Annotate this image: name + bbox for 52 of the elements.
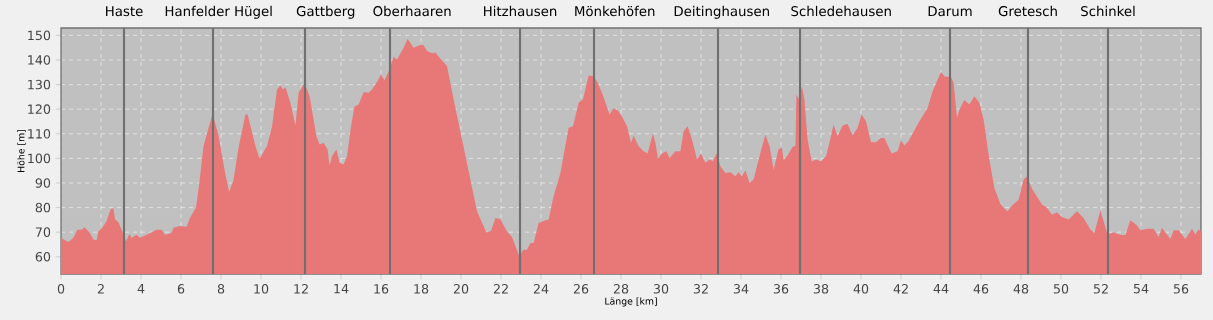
x-tick-label: 50 — [1053, 284, 1069, 294]
y-tick-label: 120 — [28, 104, 51, 114]
x-tick-label: 38 — [813, 284, 829, 294]
ref-line-label: Darum — [928, 6, 972, 17]
x-tick-label: 0 — [57, 284, 65, 294]
x-tick-label: 36 — [773, 284, 789, 294]
ref-line-label: Gattberg — [296, 5, 355, 19]
x-tick-label: 32 — [693, 284, 708, 294]
x-tick-label: 8 — [217, 284, 225, 294]
x-tick-label: 24 — [533, 284, 549, 294]
x-tick-label: 10 — [254, 284, 269, 294]
x-tick-label: 44 — [933, 284, 949, 294]
x-tick-label: 26 — [573, 284, 589, 294]
ref-line-label: Gretesch — [998, 5, 1057, 17]
x-tick-label: 6 — [177, 284, 185, 294]
x-tick-label: 52 — [1093, 284, 1108, 294]
x-tick-label: 34 — [733, 284, 749, 294]
x-tick-label: 14 — [334, 284, 349, 294]
x-tick-label: 20 — [453, 284, 469, 294]
x-tick-label: 48 — [1013, 284, 1029, 294]
x-tick-label: 18 — [414, 284, 429, 294]
x-tick-label: 28 — [613, 284, 629, 294]
y-tick-label: 60 — [35, 251, 51, 262]
y-tick-label: 80 — [35, 202, 51, 213]
y-tick-label: 70 — [35, 227, 51, 237]
y-tick-label: 130 — [28, 79, 51, 90]
ref-line-label: Schledehausen — [791, 5, 891, 17]
x-tick-label: 22 — [493, 284, 508, 294]
ref-line-label: Schinkel — [1081, 5, 1135, 17]
x-tick-label: 2 — [97, 284, 104, 294]
ref-line-label: Mönkehöfen — [575, 5, 655, 17]
ref-line-label: Haste — [106, 6, 143, 17]
ref-line-label: Hanfelder Hügel — [165, 5, 272, 19]
x-axis-title: Länge [km] — [605, 297, 657, 307]
x-tick-label: 4 — [137, 284, 145, 294]
ref-line-label: Oberhaaren — [373, 5, 451, 17]
y-tick-label: 90 — [35, 178, 51, 188]
ref-line-label: Deitinghausen — [674, 5, 769, 19]
ref-line-label: Hitzhausen — [484, 5, 557, 17]
x-tick-label: 40 — [853, 284, 869, 294]
y-tick-label: 110 — [28, 128, 51, 139]
x-tick-label: 46 — [973, 284, 989, 294]
y-tick-label: 100 — [28, 153, 51, 164]
x-tick-label: 42 — [893, 284, 908, 294]
y-tick-label: 150 — [28, 30, 51, 41]
x-tick-label: 30 — [653, 284, 669, 294]
x-tick-label: 16 — [374, 284, 389, 294]
x-tick-label: 54 — [1133, 284, 1149, 294]
x-tick-label: 56 — [1173, 284, 1189, 294]
x-tick-label: 12 — [294, 284, 308, 294]
y-axis-title: Höhe [m] — [17, 129, 26, 172]
y-tick-label: 140 — [28, 55, 51, 65]
